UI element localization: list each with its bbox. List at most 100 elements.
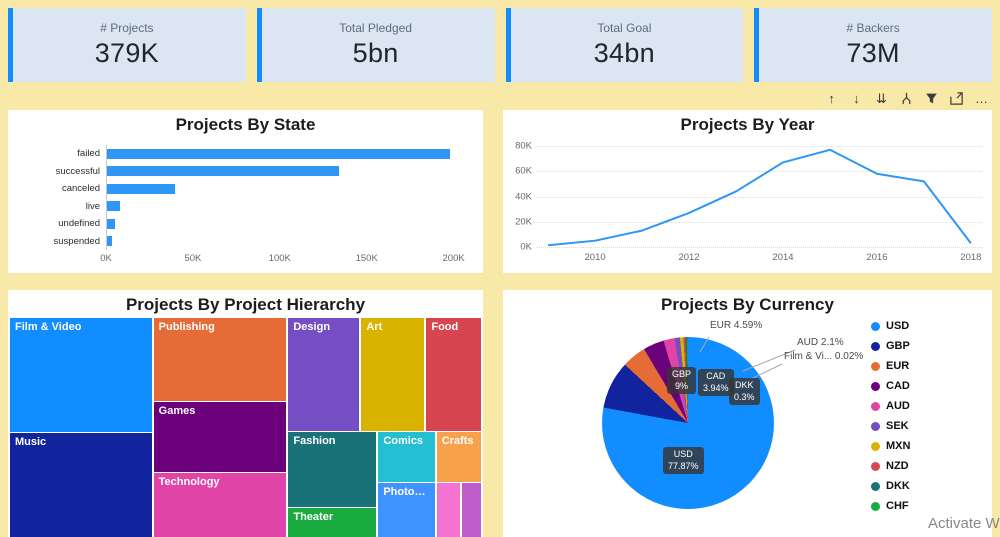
gridline — [537, 247, 982, 248]
legend-label: GBP — [886, 340, 910, 352]
bar-track — [106, 180, 471, 198]
bar-category-label: failed — [77, 148, 100, 160]
bar-track — [106, 197, 471, 215]
bar-chart-row: live — [14, 197, 471, 215]
focus-mode-icon[interactable] — [948, 90, 965, 107]
projects-by-currency-chart: Projects By Currency USD GBP EUR CAD AUD SEK M… — [503, 290, 992, 537]
x-axis-label: 2014 — [772, 252, 794, 263]
pie-callout-label: AUD 2.1% — [797, 337, 844, 348]
legend-item-sek[interactable]: SEK — [871, 416, 910, 436]
treemap-node-comics[interactable]: Comics — [378, 431, 435, 483]
pie-data-label-usd: USD 77.87% — [663, 447, 704, 475]
treemap-node-film-video[interactable]: Film & Video — [10, 318, 152, 433]
x-axis-label: 0K — [100, 253, 112, 264]
x-axis-label: 2012 — [678, 252, 700, 263]
pie-data-label-gbp: GBP 9% — [667, 367, 697, 395]
bar-chart-row: successful — [14, 162, 471, 180]
pie-callout-label: EUR 4.59% — [710, 320, 763, 331]
treemap-area: Film & Video Music Publishing Games Technolo… — [10, 318, 481, 537]
kpi-card-row: # Projects 379K Total Pledged 5bn Total Goal… — [8, 8, 992, 82]
chart-title-projects-by-state: Projects By State — [175, 115, 316, 134]
go-to-next-level-icon[interactable]: ⇊ — [876, 91, 887, 106]
treemap-node-label: Photo… — [383, 485, 426, 498]
treemap-node-crafts[interactable]: Crafts — [436, 431, 481, 483]
legend-item-gbp[interactable]: GBP — [871, 336, 910, 356]
drill-down-icon[interactable]: ↓ — [853, 91, 860, 106]
more-options-icon[interactable]: … — [975, 91, 988, 106]
legend-item-usd[interactable]: USD — [871, 316, 910, 336]
treemap-node-art[interactable]: Art — [361, 318, 425, 431]
gridline — [537, 146, 982, 147]
legend-item-cad[interactable]: CAD — [871, 376, 910, 396]
treemap-node-photo[interactable]: Photo… — [378, 482, 435, 537]
projects-by-project-hierarchy-chart: Projects By Project Hierarchy Film & Vid… — [8, 290, 483, 537]
trend-line[interactable] — [548, 150, 971, 245]
bar-track — [106, 215, 471, 233]
filter-icon[interactable] — [923, 90, 940, 107]
treemap-node-small[interactable] — [436, 482, 460, 537]
treemap-node-publishing[interactable]: Publishing — [153, 318, 287, 402]
expand-all-icon[interactable] — [898, 90, 915, 107]
kpi-label: Total Pledged — [339, 21, 412, 35]
bar-canceled[interactable] — [107, 183, 175, 194]
legend-item-eur[interactable]: EUR — [871, 356, 910, 376]
treemap-node-label: Fashion — [293, 434, 336, 447]
line-plot-area: 0K 20K 40K 60K 80K 2010 2012 2014 2016 2018 — [515, 141, 982, 263]
gbp-legend-dot-icon — [871, 341, 880, 351]
bar-successful[interactable] — [107, 166, 340, 177]
y-axis-label: 0K — [520, 241, 532, 253]
treemap-node-label: Comics — [383, 434, 424, 447]
treemap-node-label: Theater — [293, 511, 334, 524]
kpi-card-total-pledged: Total Pledged 5bn — [256, 8, 495, 82]
nzd-legend-dot-icon — [871, 461, 880, 471]
treemap-node-music[interactable]: Music — [10, 433, 152, 537]
treemap-node-food[interactable]: Food — [426, 318, 481, 431]
kpi-card-total-goal: Total Goal 34bn — [505, 8, 744, 82]
legend-item-mxn[interactable]: MXN — [871, 436, 910, 456]
kpi-label: # Projects — [100, 21, 154, 35]
drill-up-icon[interactable]: ↑ — [828, 91, 835, 106]
legend-item-chf[interactable]: CHF — [871, 496, 910, 516]
chf-legend-dot-icon — [871, 501, 880, 511]
sek-legend-dot-icon — [871, 421, 880, 431]
legend-label: USD — [886, 320, 910, 332]
gridline — [537, 221, 982, 223]
treemap-node-games[interactable]: Games — [153, 402, 287, 473]
kpi-card-backers: # Backers 73M — [754, 8, 992, 82]
treemap-node-theater[interactable]: Theater — [288, 508, 377, 537]
kpi-value: 73M — [846, 38, 900, 68]
kpi-value: 379K — [94, 38, 159, 68]
x-axis-label: 150K — [355, 253, 378, 264]
treemap-node-technology[interactable]: Technology — [153, 473, 287, 537]
pie-chart[interactable] — [602, 337, 774, 509]
visual-header-toolbar: ↑ ↓ ⇊ … — [823, 89, 990, 108]
treemap-node-small[interactable] — [461, 482, 481, 537]
chart-title-projects-by-currency: Projects By Currency — [661, 295, 834, 314]
bar-chart-row: suspended — [14, 232, 471, 250]
pie-data-label-cad: CAD 3.94% — [698, 369, 734, 397]
bar-failed[interactable] — [107, 148, 451, 159]
x-axis-label: 2016 — [866, 252, 888, 263]
bar-category-label: undefined — [58, 218, 100, 230]
legend-item-aud[interactable]: AUD — [871, 396, 910, 416]
treemap-node-fashion[interactable]: Fashion — [288, 431, 377, 508]
bar-suspended[interactable] — [107, 236, 112, 247]
bar-x-axis: 0K 50K 100K 150K 200K — [100, 253, 471, 265]
legend-item-dkk[interactable]: DKK — [871, 476, 910, 496]
bar-undefined[interactable] — [107, 218, 115, 229]
kpi-label: # Backers — [846, 21, 900, 35]
pie-callout-label: Film & Vi... 0.02% — [784, 351, 864, 362]
treemap-node-label: Food — [431, 321, 459, 333]
treemap-node-label: Art — [366, 321, 383, 333]
treemap-node-design[interactable]: Design — [288, 318, 360, 431]
chart-title-projects-by-project-hierarchy: Projects By Project Hierarchy — [125, 295, 366, 314]
bar-chart-row: failed — [14, 145, 471, 163]
chart-title-projects-by-year: Projects By Year — [680, 115, 815, 134]
treemap-node-label: Design — [293, 321, 331, 333]
projects-by-year-chart: Projects By Year 0K 20K 40K 60K 80K 2010 2012 2… — [503, 110, 992, 273]
bar-category-label: suspended — [53, 235, 100, 247]
bar-live[interactable] — [107, 201, 121, 212]
legend-item-nzd[interactable]: NZD — [871, 456, 910, 476]
bar-chart-row: undefined — [14, 215, 471, 233]
x-axis-label: 2018 — [960, 252, 982, 263]
